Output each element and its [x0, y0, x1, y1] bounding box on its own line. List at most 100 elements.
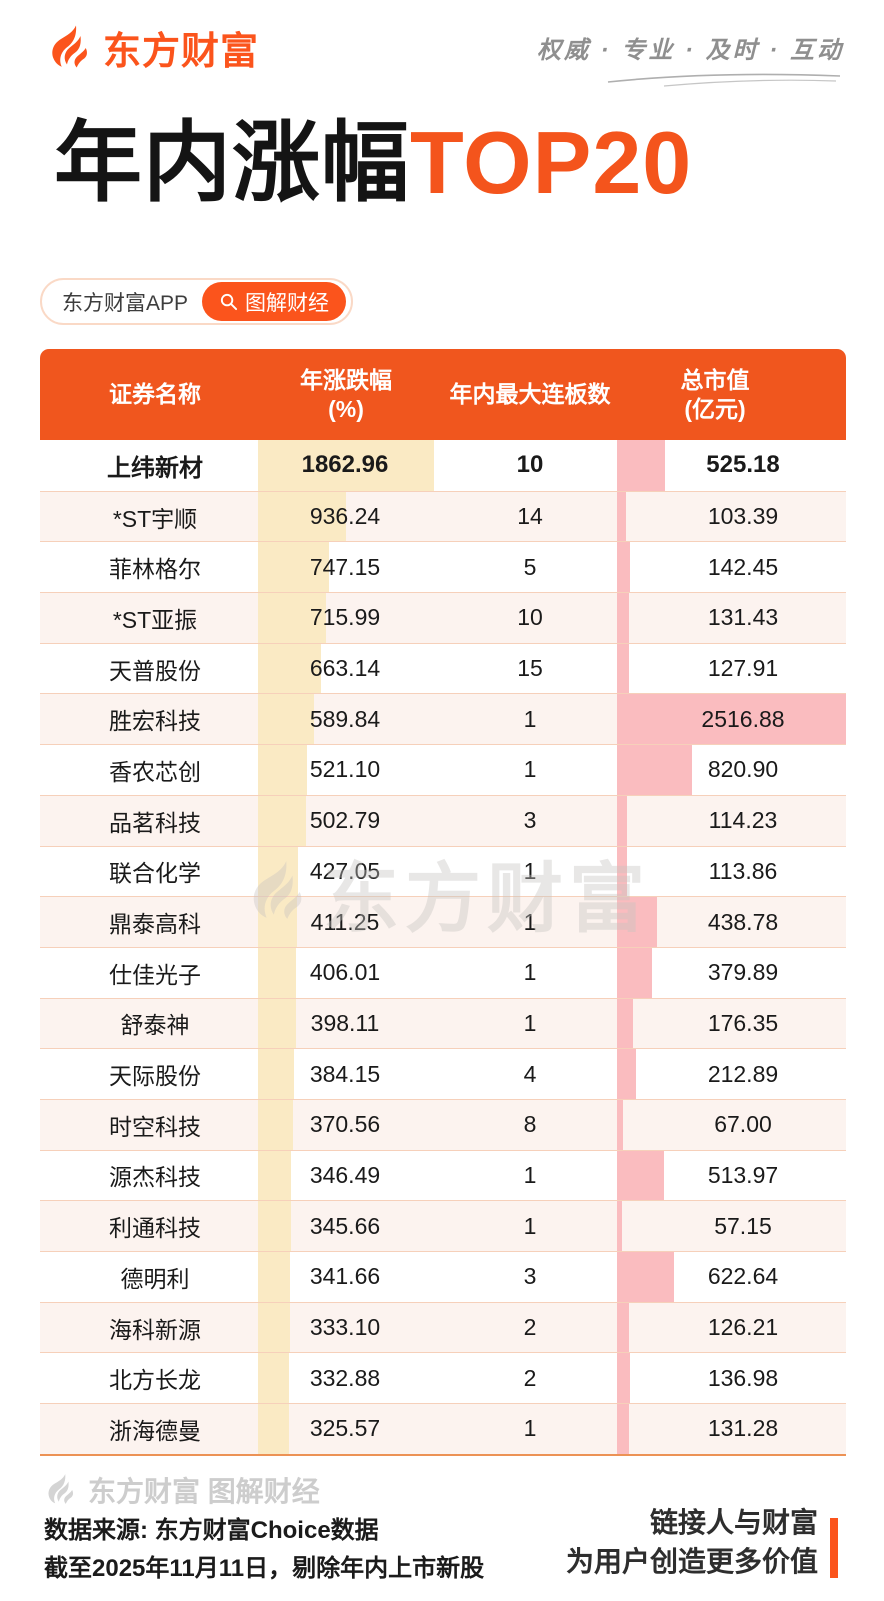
mcap-value: 622.64 [707, 1263, 779, 1290]
data-source-note: 数据来源: 东方财富Choice数据 截至2025年11月11日，剔除年内上市新… [44, 1512, 484, 1588]
app-badge: 东方财富APP 图解财经 [40, 278, 354, 325]
stock-name: 舒泰神 [120, 1012, 190, 1039]
mcap-data-bar [617, 1353, 630, 1404]
table-row: 天普股份 663.14 15 127.91 [40, 642, 846, 694]
streak-value: 14 [517, 503, 543, 530]
mcap-data-bar [617, 846, 628, 897]
stock-name: 鼎泰高科 [109, 911, 201, 938]
change-value: 406.01 [309, 959, 381, 986]
page-title: 年内涨幅TOP20 [54, 112, 692, 213]
mcap-value: 126.21 [707, 1314, 779, 1341]
stock-name: 浙海德曼 [109, 1417, 201, 1444]
change-value: 502.79 [309, 807, 381, 834]
streak-value: 2 [523, 1314, 537, 1341]
mcap-value: 525.18 [706, 451, 780, 479]
streak-value: 4 [523, 1060, 537, 1087]
change-value: 715.99 [309, 604, 381, 631]
page-title-highlight: TOP20 [410, 113, 693, 212]
mcap-value: 131.28 [707, 1415, 779, 1442]
streak-value: 3 [523, 1263, 537, 1290]
streak-value: 3 [523, 807, 537, 834]
mcap-data-bar [617, 440, 665, 491]
change-value: 589.84 [309, 705, 381, 732]
company-tagline: 链接人与财富 为用户创造更多价值 [566, 1503, 818, 1581]
mcap-data-bar [617, 1049, 637, 1099]
brand-logo-text: 东方财富 [103, 31, 260, 73]
stock-name: 胜宏科技 [109, 708, 201, 735]
change-data-bar [258, 947, 297, 998]
mcap-value: 513.97 [707, 1161, 779, 1188]
change-data-bar [258, 1099, 293, 1150]
table-row: 浙海德曼 325.57 1 131.28 [40, 1403, 846, 1454]
change-data-bar [258, 1252, 291, 1302]
stock-name: 德明利 [120, 1265, 190, 1292]
tag-pill-button[interactable]: 图解财经 [202, 282, 347, 321]
streak-value: 1 [523, 908, 537, 935]
change-data-bar [258, 491, 347, 542]
change-value: 1862.96 [301, 451, 389, 479]
brand-logo: 东方财富 [46, 20, 259, 75]
table-row: 天际股份 384.15 4 212.89 [40, 1048, 846, 1099]
stock-name: 香农芯创 [109, 758, 201, 785]
change-value: 345.66 [309, 1212, 381, 1239]
stock-name: 天普股份 [109, 657, 201, 684]
streak-value: 15 [517, 655, 543, 682]
footer-logo-text: 东方财富 图解财经 [88, 1476, 320, 1507]
table-row: 联合化学 427.05 1 113.86 [40, 845, 846, 897]
stock-name: *ST宇顺 [112, 505, 198, 532]
stock-name: 海科新源 [109, 1316, 201, 1343]
table-row: 菲林格尔 747.15 5 142.45 [40, 541, 846, 593]
change-value: 398.11 [310, 1009, 380, 1036]
brand-slogan-text: 权威 · 专业 · 及时 · 互动 [537, 37, 844, 64]
mcap-value: 57.15 [714, 1212, 772, 1239]
streak-value: 1 [523, 959, 537, 986]
streak-value: 2 [523, 1364, 537, 1391]
mcap-value: 113.86 [708, 857, 778, 884]
mcap-value: 820.90 [707, 756, 779, 783]
streak-value: 10 [516, 451, 544, 479]
table-header: 证券名称 年涨跌幅 (%) 年内最大连板数 总市值 (亿元) [40, 349, 846, 440]
change-value: 411.25 [310, 908, 380, 935]
streak-value: 1 [523, 1212, 537, 1239]
table-row: 仕佳光子 406.01 1 379.89 [40, 946, 846, 998]
tagline-line2: 为用户创造更多价值 [565, 1546, 818, 1577]
mcap-value: 2516.88 [701, 705, 785, 732]
mcap-value: 438.78 [707, 908, 779, 935]
flame-logo-icon [46, 24, 94, 72]
mcap-data-bar [617, 643, 629, 694]
change-data-bar [258, 745, 308, 795]
change-value: 384.15 [309, 1060, 381, 1087]
mcap-value: 379.89 [707, 959, 779, 986]
table-row: 海科新源 333.10 2 126.21 [40, 1301, 846, 1353]
change-data-bar [258, 1404, 289, 1454]
change-data-bar [258, 643, 321, 694]
change-value: 325.57 [309, 1415, 381, 1442]
change-data-bar [258, 998, 296, 1049]
change-data-bar [258, 1150, 291, 1201]
table-row: *ST亚振 715.99 10 131.43 [40, 592, 846, 643]
table-row: 舒泰神 398.11 1 176.35 [40, 997, 846, 1049]
table-row: *ST宇顺 936.24 14 103.39 [40, 490, 846, 542]
mcap-data-bar [617, 1252, 674, 1302]
mcap-data-bar [617, 491, 627, 542]
mcap-data-bar [617, 947, 652, 998]
footer-logo: 东方财富 图解财经 [44, 1470, 320, 1510]
header: 东方财富 权威 · 专业 · 及时 · 互动 [46, 20, 844, 94]
mcap-data-bar [617, 795, 628, 846]
stock-name: 天际股份 [109, 1063, 201, 1090]
streak-value: 1 [523, 756, 537, 783]
change-value: 332.88 [309, 1364, 381, 1391]
streak-value: 1 [523, 1415, 537, 1442]
table-row: 上纬新材 1862.96 10 525.18 [40, 440, 846, 491]
header-cell-name: 证券名称 [109, 381, 201, 407]
streak-value: 10 [517, 604, 543, 631]
table-body: 上纬新材 1862.96 10 525.18 *ST宇顺 936.24 14 103.39 菲林… [40, 440, 846, 1456]
change-value: 341.66 [309, 1263, 381, 1290]
mcap-data-bar [617, 1201, 623, 1251]
mcap-data-bar [617, 998, 633, 1049]
mcap-value: 136.98 [707, 1364, 779, 1391]
header-cell-mcap: 总市值 (亿元) [680, 366, 750, 422]
stock-name: 源杰科技 [109, 1164, 201, 1191]
table-row: 利通科技 345.66 1 57.15 [40, 1200, 846, 1251]
change-data-bar [258, 1049, 295, 1099]
